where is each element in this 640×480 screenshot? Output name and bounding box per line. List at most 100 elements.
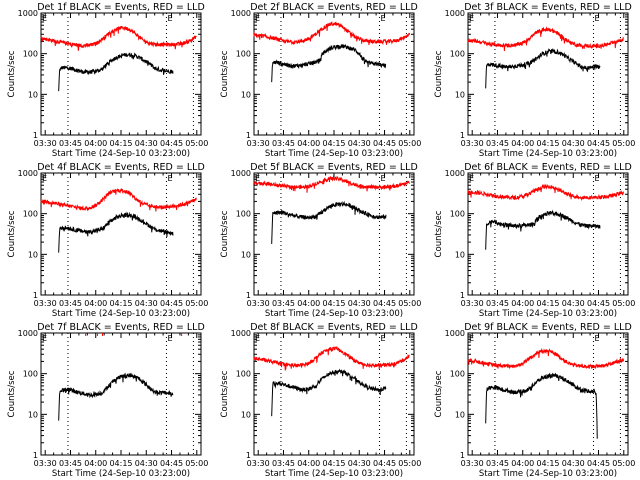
x-tick-label: 04:45 <box>373 299 396 308</box>
event-marker-E: E <box>255 14 260 23</box>
series-events-line <box>485 209 601 250</box>
y-tick-label: 10 <box>455 250 465 259</box>
y-axis-label: Counts/sec <box>220 50 230 97</box>
y-tick-label: 1 <box>460 291 465 300</box>
x-axis-label: Start Time (24-Sep-10 03:23:00) <box>265 309 403 319</box>
y-axis-label: Counts/sec <box>434 50 444 97</box>
x-tick-label: 04:45 <box>160 299 183 308</box>
x-tick-label: 05:00 <box>612 139 635 148</box>
x-tick-label: 05:00 <box>185 459 208 468</box>
x-axis-label: Start Time (24-Sep-10 03:23:00) <box>52 469 190 479</box>
x-axis-label: Start Time (24-Sep-10 03:23:00) <box>52 309 190 319</box>
x-tick-label: 04:15 <box>322 459 345 468</box>
panel-det-2f: Det 2f BLACK = Events, RED = LLD 1 10 100 10… <box>220 2 421 159</box>
x-tick-label: 04:00 <box>84 459 107 468</box>
x-tick-label: 04:30 <box>562 139 585 148</box>
panel-det-3f: Det 3f BLACK = Events, RED = LLD 1 10 100 10… <box>434 2 635 159</box>
x-axis-label: Start Time (24-Sep-10 03:23:00) <box>265 469 403 479</box>
y-tick-label: 1 <box>246 451 251 460</box>
x-tick-label: 04:45 <box>587 299 610 308</box>
y-axis-label: Counts/sec <box>7 210 17 257</box>
x-tick-label: 03:45 <box>59 139 82 148</box>
event-marker-E: E <box>469 174 474 183</box>
series-events-line <box>271 43 387 83</box>
y-tick-label: 1 <box>246 291 251 300</box>
x-tick-label: 05:00 <box>185 299 208 308</box>
y-tick-label: 1000 <box>231 9 251 18</box>
event-marker-E: E <box>594 14 599 23</box>
x-tick-label: 04:30 <box>348 139 371 148</box>
series-lld-line <box>40 188 197 212</box>
panel-det-7f: Det 7f BLACK = Events, RED = LLD 1 10 100 10… <box>7 322 208 479</box>
x-tick-label: 03:45 <box>59 459 82 468</box>
event-marker-E: E <box>469 334 474 343</box>
panel-title: Det 7f BLACK = Events, RED = LLD <box>37 322 205 333</box>
x-tick-label: 04:30 <box>562 299 585 308</box>
event-marker-E: E <box>594 334 599 343</box>
y-tick-label: 100 <box>23 210 38 219</box>
x-tick-label: 04:00 <box>511 299 534 308</box>
series-events-line <box>485 372 598 439</box>
event-marker-E: E <box>380 334 385 343</box>
y-tick-label: 1000 <box>18 329 38 338</box>
x-axis-label: Start Time (24-Sep-10 03:23:00) <box>479 469 617 479</box>
y-tick-label: 100 <box>450 370 465 379</box>
x-tick-label: 04:00 <box>297 459 320 468</box>
y-tick-label: 100 <box>236 370 251 379</box>
x-tick-label: 05:00 <box>612 459 635 468</box>
x-tick-label: 04:45 <box>373 139 396 148</box>
y-axis-label: Counts/sec <box>220 370 230 417</box>
y-tick-label: 1000 <box>231 329 251 338</box>
x-tick-label: 04:30 <box>348 299 371 308</box>
x-tick-label: 03:30 <box>461 139 484 148</box>
event-marker-E: E <box>380 174 385 183</box>
y-tick-label: 1 <box>33 131 38 140</box>
panel-det-9f: Det 9f BLACK = Events, RED = LLD 1 10 100 10… <box>434 322 635 479</box>
x-tick-label: 04:15 <box>109 459 132 468</box>
event-marker-E: E <box>167 334 172 343</box>
x-tick-label: 04:15 <box>109 299 132 308</box>
series-lld-line <box>253 21 411 46</box>
series-events-line <box>58 52 174 92</box>
event-marker-E: E <box>255 174 260 183</box>
x-tick-label: 03:30 <box>34 299 57 308</box>
y-tick-label: 1 <box>33 291 38 300</box>
x-tick-label: 04:15 <box>109 139 132 148</box>
panel-title: Det 4f BLACK = Events, RED = LLD <box>37 162 205 173</box>
y-axis-label: Counts/sec <box>7 370 17 417</box>
y-axis-label: Counts/sec <box>434 210 444 257</box>
y-axis-label: Counts/sec <box>220 210 230 257</box>
panel-title: Det 3f BLACK = Events, RED = LLD <box>464 2 632 13</box>
y-axis-label: Counts/sec <box>7 50 17 97</box>
x-axis-label: Start Time (24-Sep-10 03:23:00) <box>52 149 190 159</box>
event-marker-E: E <box>380 14 385 23</box>
x-tick-label: 05:00 <box>185 139 208 148</box>
event-marker-E: E <box>42 14 47 23</box>
event-marker-E: E <box>167 14 172 23</box>
x-tick-label: 04:00 <box>511 139 534 148</box>
panel-title: Det 6f BLACK = Events, RED = LLD <box>464 162 632 173</box>
y-tick-label: 10 <box>28 250 38 259</box>
x-tick-label: 03:30 <box>461 459 484 468</box>
series-lld-line <box>467 347 625 370</box>
x-tick-label: 04:00 <box>84 139 107 148</box>
series-lld-line <box>467 26 624 51</box>
x-tick-label: 04:45 <box>587 139 610 148</box>
panel-title: Det 2f BLACK = Events, RED = LLD <box>250 2 418 13</box>
y-tick-label: 10 <box>28 410 38 419</box>
x-tick-label: 04:00 <box>511 459 534 468</box>
y-tick-label: 10 <box>241 90 251 99</box>
y-tick-label: 10 <box>455 90 465 99</box>
series-events-line <box>271 368 387 417</box>
y-tick-label: 1000 <box>445 169 465 178</box>
x-tick-label: 05:00 <box>612 299 635 308</box>
y-tick-label: 1 <box>460 451 465 460</box>
y-tick-label: 100 <box>236 210 251 219</box>
y-tick-label: 1000 <box>231 169 251 178</box>
panel-det-1f: Det 1f BLACK = Events, RED = LLD 1 10 100 10… <box>7 2 208 159</box>
x-tick-label: 03:45 <box>272 139 295 148</box>
x-tick-label: 03:45 <box>486 139 509 148</box>
series-events-line <box>485 48 601 89</box>
